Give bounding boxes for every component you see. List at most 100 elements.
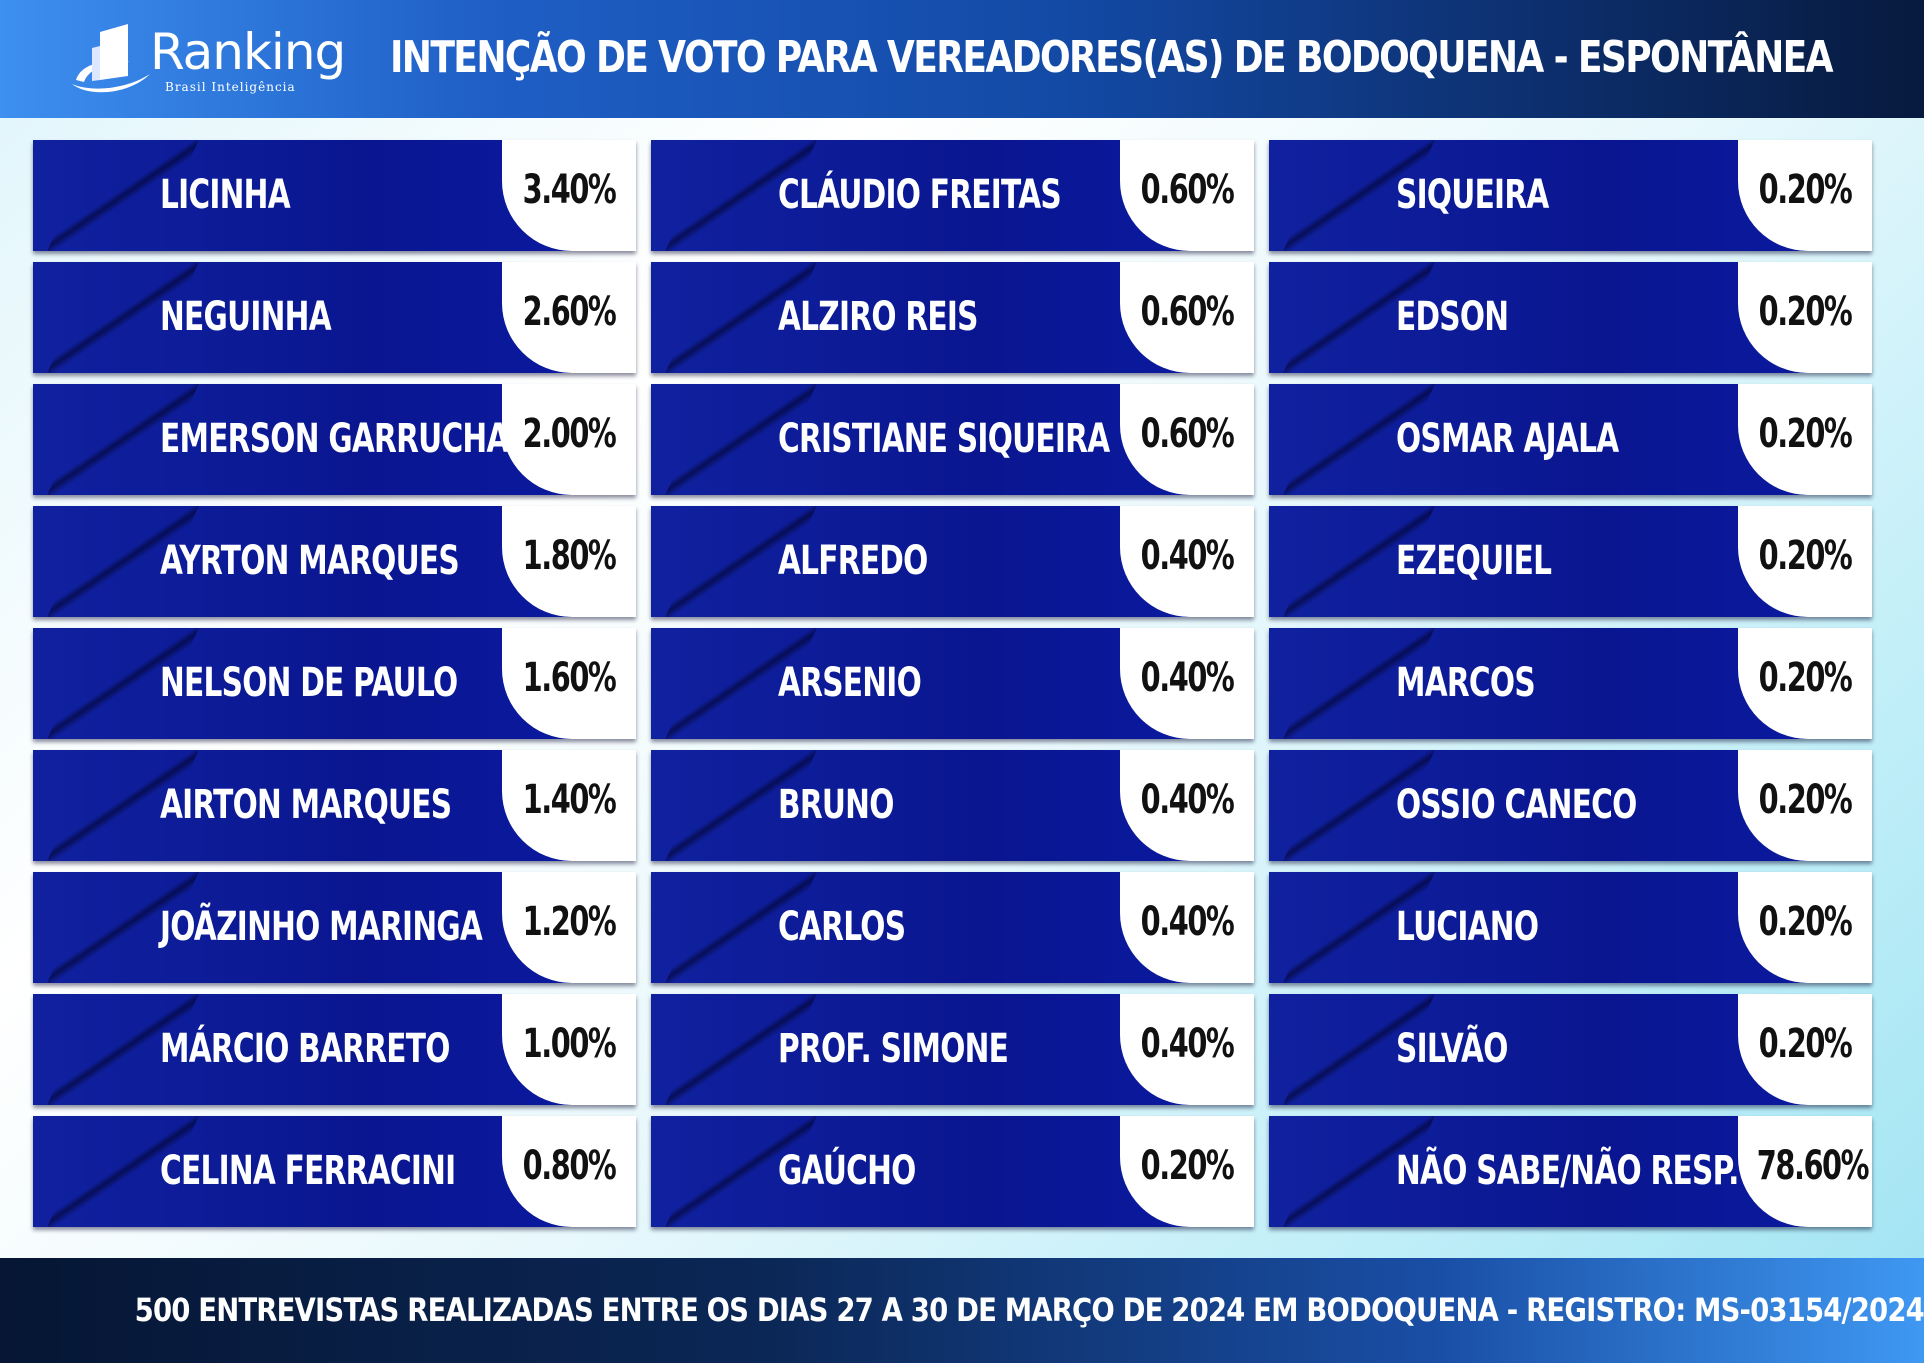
candidate-card: OSSIO CANECO 0.20% — [1269, 750, 1872, 861]
candidate-name: SIQUEIRA — [1396, 172, 1549, 218]
candidate-name: CRISTIANE SIQUEIRA — [778, 416, 1110, 462]
candidate-name: EMERSON GARRUCHA — [160, 416, 509, 462]
candidate-percentage: 1.00% — [502, 994, 636, 1105]
percentage-value: 0.40% — [1140, 777, 1235, 823]
percentage-value: 0.20% — [1758, 899, 1853, 945]
candidate-card: MARCOS 0.20% — [1269, 628, 1872, 739]
candidate-card: JOÃZINHO MARINGA 1.20% — [33, 872, 636, 983]
candidate-name: BRUNO — [778, 782, 894, 828]
candidate-name: SILVÃO — [1396, 1026, 1508, 1072]
candidate-name: CLÁUDIO FREITAS — [778, 172, 1062, 218]
candidate-percentage: 78.60% — [1738, 1116, 1872, 1227]
percentage-value: 0.20% — [1758, 777, 1853, 823]
percentage-value: 0.20% — [1758, 655, 1853, 701]
percentage-value: 0.20% — [1758, 411, 1853, 457]
page-title: INTENÇÃO DE VOTO PARA VEREADORES(AS) DE … — [390, 32, 1834, 83]
candidate-percentage: 0.40% — [1120, 628, 1254, 739]
candidate-card: BRUNO 0.40% — [651, 750, 1254, 861]
percentage-value: 0.20% — [1758, 289, 1853, 335]
candidate-percentage: 1.80% — [502, 506, 636, 617]
candidate-card: PROF. SIMONE 0.40% — [651, 994, 1254, 1105]
candidate-card: ALZIRO REIS 0.60% — [651, 262, 1254, 373]
candidate-name: OSMAR AJALA — [1396, 416, 1619, 462]
candidate-name: CELINA FERRACINI — [160, 1148, 456, 1194]
percentage-value: 0.60% — [1140, 289, 1235, 335]
candidate-card: SILVÃO 0.20% — [1269, 994, 1872, 1105]
ranking-logo: Ranking Brasil Inteligência — [70, 18, 350, 98]
candidate-percentage: 0.20% — [1738, 994, 1872, 1105]
candidate-card: EMERSON GARRUCHA 2.00% — [33, 384, 636, 495]
candidate-percentage: 0.40% — [1120, 750, 1254, 861]
logo-subtitle: Brasil Inteligência — [165, 80, 296, 94]
candidate-percentage: 0.20% — [1738, 628, 1872, 739]
candidate-name: AYRTON MARQUES — [160, 538, 460, 584]
candidate-card: ARSENIO 0.40% — [651, 628, 1254, 739]
candidate-card: ALFREDO 0.40% — [651, 506, 1254, 617]
percentage-value: 1.20% — [522, 899, 617, 945]
candidate-name: ARSENIO — [778, 660, 922, 706]
candidate-card: AIRTON MARQUES 1.40% — [33, 750, 636, 861]
candidate-name: CARLOS — [778, 904, 906, 950]
candidate-card: NÃO SABE/NÃO RESP. 78.60% — [1269, 1116, 1872, 1227]
candidate-percentage: 0.60% — [1120, 262, 1254, 373]
percentage-value: 1.40% — [522, 777, 617, 823]
candidate-percentage: 0.20% — [1738, 750, 1872, 861]
candidate-name: MÁRCIO BARRETO — [160, 1026, 450, 1072]
candidate-percentage: 0.40% — [1120, 872, 1254, 983]
candidate-name: EZEQUIEL — [1396, 538, 1552, 584]
percentage-value: 1.60% — [522, 655, 617, 701]
candidate-percentage: 1.40% — [502, 750, 636, 861]
candidate-name: MARCOS — [1396, 660, 1536, 706]
candidate-card: EDSON 0.20% — [1269, 262, 1872, 373]
candidate-percentage: 0.60% — [1120, 140, 1254, 251]
candidate-percentage: 0.40% — [1120, 506, 1254, 617]
candidate-percentage: 2.60% — [502, 262, 636, 373]
candidate-card: LICINHA 3.40% — [33, 140, 636, 251]
candidate-percentage: 0.20% — [1738, 262, 1872, 373]
candidate-name: LICINHA — [160, 172, 291, 218]
percentage-value: 0.40% — [1140, 533, 1235, 579]
candidate-card: AYRTON MARQUES 1.80% — [33, 506, 636, 617]
percentage-value: 3.40% — [522, 167, 617, 213]
percentage-value: 2.60% — [522, 289, 617, 335]
percentage-value: 1.80% — [522, 533, 617, 579]
candidate-percentage: 0.20% — [1738, 506, 1872, 617]
candidate-grid: LICINHA 3.40% CLÁUDIO FREITAS 0.60% SIQUEI… — [33, 140, 1872, 1227]
candidate-card: NEGUINHA 2.60% — [33, 262, 636, 373]
candidate-percentage: 0.20% — [1738, 872, 1872, 983]
candidate-percentage: 0.20% — [1738, 384, 1872, 495]
candidate-percentage: 2.00% — [502, 384, 636, 495]
candidate-percentage: 0.20% — [1738, 140, 1872, 251]
candidate-percentage: 0.40% — [1120, 994, 1254, 1105]
candidate-name: JOÃZINHO MARINGA — [160, 904, 483, 950]
footer-banner: 500 ENTREVISTAS REALIZADAS ENTRE OS DIAS… — [0, 1258, 1924, 1363]
candidate-name: NEGUINHA — [160, 294, 332, 340]
percentage-value: 0.40% — [1140, 655, 1235, 701]
percentage-value: 0.40% — [1140, 899, 1235, 945]
candidate-card: LUCIANO 0.20% — [1269, 872, 1872, 983]
candidate-card: CELINA FERRACINI 0.80% — [33, 1116, 636, 1227]
percentage-value: 0.20% — [1758, 533, 1853, 579]
candidate-percentage: 0.80% — [502, 1116, 636, 1227]
candidate-card: SIQUEIRA 0.20% — [1269, 140, 1872, 251]
candidate-card: EZEQUIEL 0.20% — [1269, 506, 1872, 617]
candidate-name: PROF. SIMONE — [778, 1026, 1009, 1072]
percentage-value: 0.60% — [1140, 167, 1235, 213]
candidate-name: AIRTON MARQUES — [160, 782, 452, 828]
candidate-card: CARLOS 0.40% — [651, 872, 1254, 983]
candidate-card: NELSON DE PAULO 1.60% — [33, 628, 636, 739]
candidate-card: CLÁUDIO FREITAS 0.60% — [651, 140, 1254, 251]
candidate-name: ALFREDO — [778, 538, 928, 584]
candidate-percentage: 3.40% — [502, 140, 636, 251]
percentage-value: 78.60% — [1756, 1143, 1870, 1189]
candidate-percentage: 0.60% — [1120, 384, 1254, 495]
percentage-value: 1.00% — [522, 1021, 617, 1067]
candidate-percentage: 0.20% — [1120, 1116, 1254, 1227]
candidate-name: NELSON DE PAULO — [160, 660, 458, 706]
candidate-card: GAÚCHO 0.20% — [651, 1116, 1254, 1227]
candidate-percentage: 1.20% — [502, 872, 636, 983]
candidate-name: ALZIRO REIS — [778, 294, 978, 340]
percentage-value: 0.20% — [1758, 1021, 1853, 1067]
header-banner: Ranking Brasil Inteligência INTENÇÃO DE … — [0, 0, 1924, 118]
percentage-value: 2.00% — [522, 411, 617, 457]
